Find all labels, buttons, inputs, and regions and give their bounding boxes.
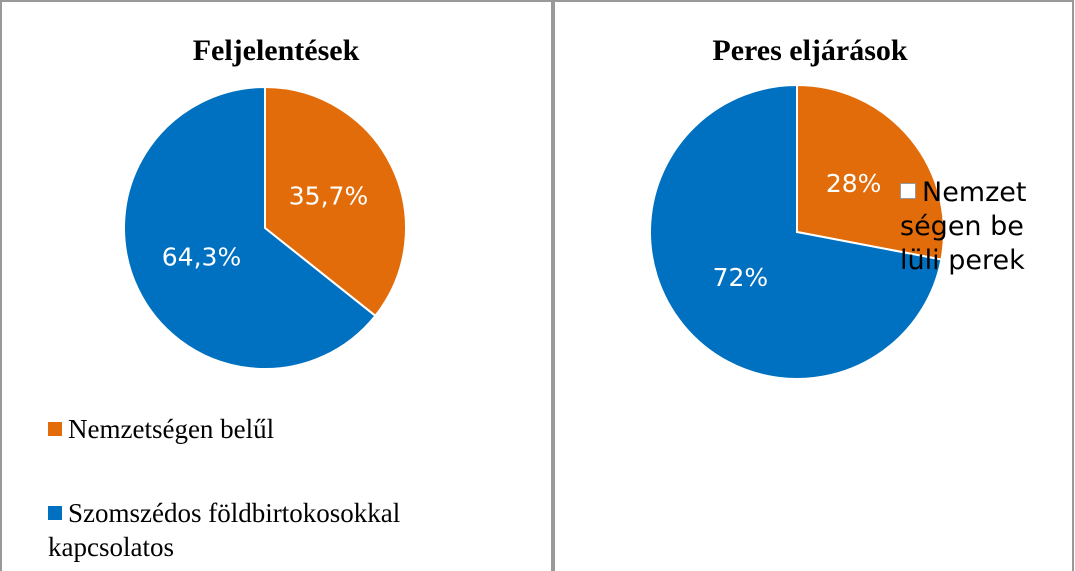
pie-slice (649, 83, 943, 380)
panel-border (0, 0, 553, 571)
pie-slice (123, 85, 377, 370)
legend-label: Nemzetségen belüli perek (900, 177, 1027, 276)
pie-slice (264, 85, 407, 318)
data-label: 35,7% (289, 181, 368, 210)
chart-title: Peres eljárások (712, 34, 908, 67)
chart-title: Feljelentések (193, 34, 360, 67)
legend-item: Nemzetségen belüli perek (900, 176, 1030, 278)
legend-label: Nemzetségen belűl (68, 414, 275, 444)
legend-item: Nemzetségen belűl (48, 412, 528, 446)
legend-item: Szomszédos földbirtokosokkal kapcsolatos (48, 496, 528, 564)
legend-marker (900, 183, 916, 199)
legend-marker (48, 422, 62, 436)
legend-label: Szomszédos földbirtokosokkal kapcsolatos (48, 498, 401, 562)
pie-slice (796, 83, 945, 261)
panel-border (553, 0, 1074, 571)
data-label: 28% (826, 169, 882, 198)
legend-marker (48, 506, 62, 520)
data-label: 72% (713, 263, 769, 292)
data-label: 64,3% (162, 243, 241, 272)
